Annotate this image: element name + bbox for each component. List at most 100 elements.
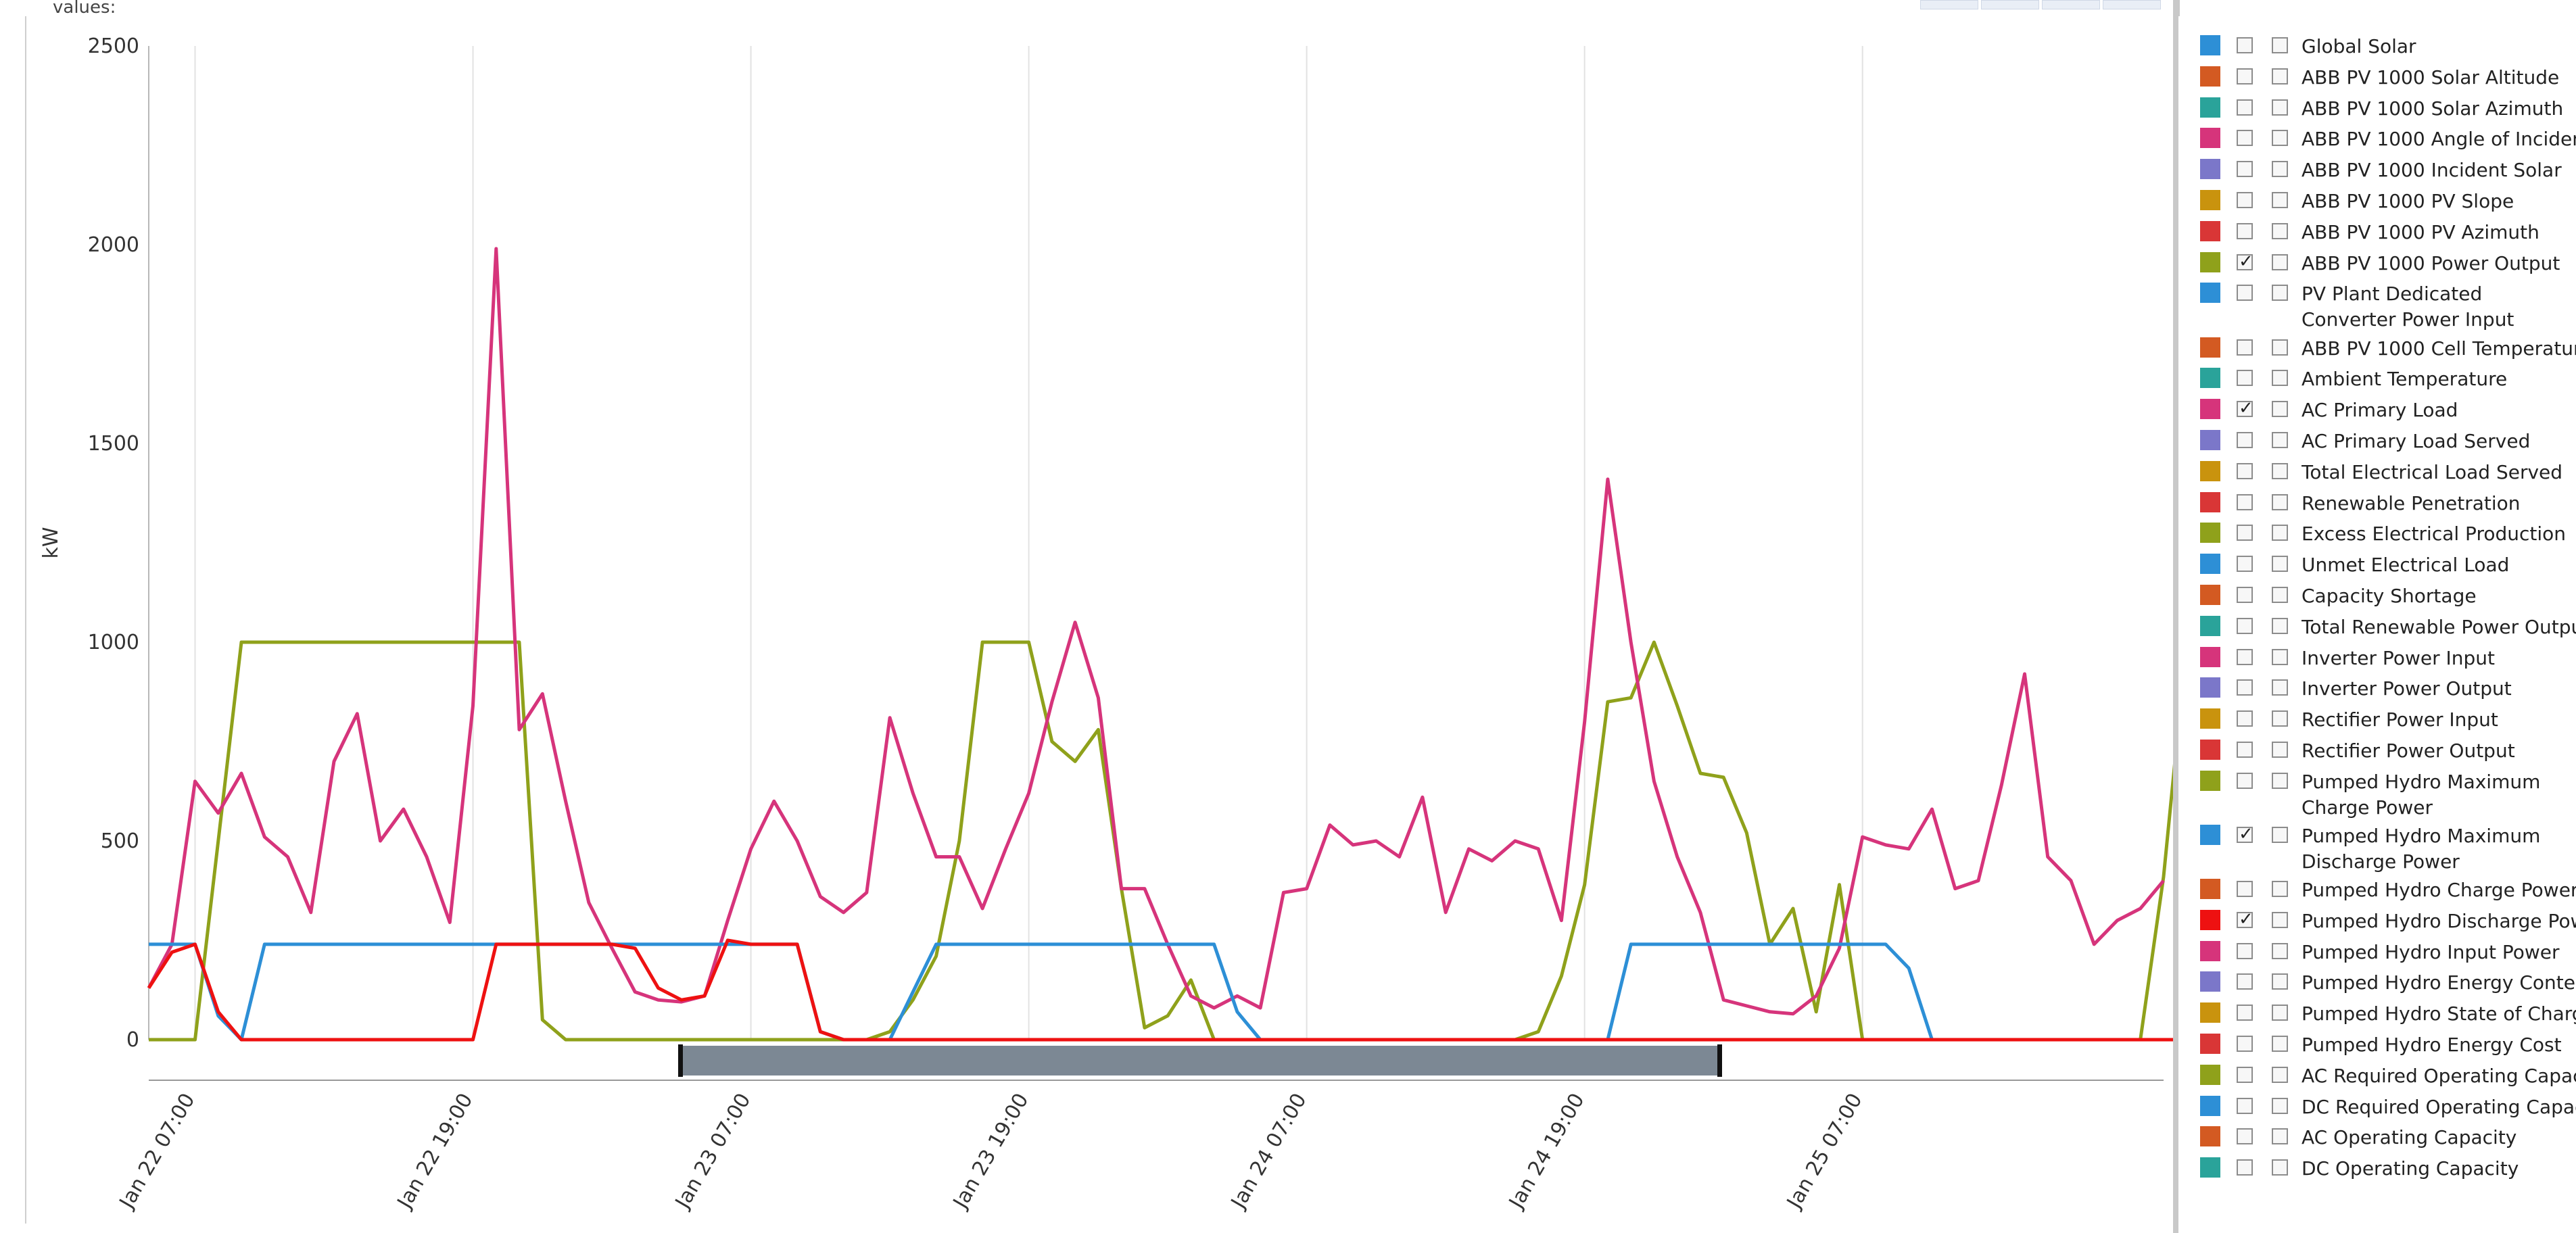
series-visible-checkbox[interactable] (2237, 648, 2253, 665)
legend-item[interactable]: PV Plant Dedicated Converter Power Input (2187, 283, 2572, 337)
series-visible-checkbox[interactable] (2237, 1159, 2253, 1176)
legend-item[interactable]: ABB PV 1000 PV Azimuth (2187, 220, 2572, 252)
series-visible-checkbox[interactable] (2237, 741, 2253, 758)
legend-item[interactable]: Pumped Hydro Input Power (2187, 940, 2572, 972)
series-secondary-checkbox[interactable] (2272, 586, 2288, 603)
legend-item[interactable]: AC Required Operating Capacity (2187, 1064, 2576, 1096)
series-secondary-checkbox[interactable] (2272, 525, 2288, 541)
legend-item[interactable]: Unmet Electrical Load (2187, 554, 2572, 585)
legend-item[interactable]: Renewable Penetration (2187, 491, 2572, 523)
series-secondary-checkbox[interactable] (2272, 253, 2288, 270)
series-visible-checkbox[interactable] (2237, 161, 2253, 178)
legend-item[interactable]: ABB PV 1000 Cell Temperature (2187, 337, 2576, 368)
toolbar-button-1[interactable] (1920, 0, 1978, 9)
series-secondary-checkbox[interactable] (2272, 401, 2288, 418)
legend-item[interactable]: Global Solar (2187, 35, 2572, 66)
legend-item[interactable]: Total Electrical Load Served (2187, 460, 2572, 492)
series-secondary-checkbox[interactable] (2272, 192, 2288, 208)
series-visible-checkbox[interactable] (2237, 493, 2253, 510)
legend-item[interactable]: DC Required Operating Capacity (2187, 1095, 2576, 1127)
series-secondary-checkbox[interactable] (2272, 1159, 2288, 1176)
legend-item[interactable]: AC Primary Load Served (2187, 429, 2572, 461)
legend-item[interactable]: Pumped Hydro Discharge Power (2187, 909, 2576, 941)
series-secondary-checkbox[interactable] (2272, 161, 2288, 178)
series-secondary-checkbox[interactable] (2272, 741, 2288, 758)
legend-item[interactable]: ABB PV 1000 Power Output (2187, 251, 2572, 283)
series-visible-checkbox[interactable] (2237, 130, 2253, 147)
series-visible-checkbox[interactable] (2237, 1128, 2253, 1145)
series-visible-checkbox[interactable] (2237, 909, 2253, 929)
series-visible-checkbox[interactable] (2237, 192, 2253, 208)
toolbar-button-3[interactable] (2042, 0, 2100, 9)
series-visible-checkbox[interactable] (2237, 556, 2253, 573)
series-visible-checkbox[interactable] (2237, 222, 2253, 239)
legend-item[interactable]: ABB PV 1000 Solar Altitude (2187, 66, 2572, 97)
series-visible-checkbox[interactable] (2237, 525, 2253, 541)
series-secondary-checkbox[interactable] (2272, 911, 2288, 928)
series-visible-checkbox[interactable] (2237, 339, 2253, 356)
legend-item[interactable]: Pumped Hydro Charge Power (2187, 879, 2576, 910)
series-secondary-checkbox[interactable] (2272, 881, 2288, 898)
series-secondary-checkbox[interactable] (2272, 942, 2288, 959)
series-secondary-checkbox[interactable] (2272, 617, 2288, 634)
series-visible-checkbox[interactable] (2237, 617, 2253, 634)
legend-item[interactable]: Rectifier Power Input (2187, 708, 2572, 740)
series-visible-checkbox[interactable] (2237, 431, 2253, 448)
legend-item[interactable]: Pumped Hydro Maximum Charge Power (2187, 770, 2572, 825)
series-visible-checkbox[interactable] (2237, 370, 2253, 387)
legend-item[interactable]: Excess Electrical Production (2187, 523, 2572, 554)
series-secondary-checkbox[interactable] (2272, 1128, 2288, 1145)
legend-item[interactable]: DC Operating Capacity (2187, 1157, 2572, 1188)
series-secondary-checkbox[interactable] (2272, 1097, 2288, 1114)
legend-item[interactable]: Pumped Hydro State of Charge (2187, 1002, 2576, 1034)
series-visible-checkbox[interactable] (2237, 710, 2253, 727)
toolbar-button-4[interactable] (2103, 0, 2161, 9)
series-visible-checkbox[interactable] (2237, 772, 2253, 789)
series-secondary-checkbox[interactable] (2272, 710, 2288, 727)
series-visible-checkbox[interactable] (2237, 398, 2253, 418)
toolbar-button-2[interactable] (1981, 0, 2039, 9)
legend-item[interactable]: ABB PV 1000 PV Slope (2187, 190, 2572, 221)
legend-item[interactable]: Inverter Power Output (2187, 677, 2572, 708)
series-secondary-checkbox[interactable] (2272, 973, 2288, 990)
series-secondary-checkbox[interactable] (2272, 222, 2288, 239)
series-secondary-checkbox[interactable] (2272, 648, 2288, 665)
legend-item[interactable]: Pumped Hydro Energy Content (2187, 971, 2576, 1002)
legend-item[interactable]: ABB PV 1000 Solar Azimuth (2187, 97, 2572, 128)
series-visible-checkbox[interactable] (2237, 824, 2253, 844)
series-secondary-checkbox[interactable] (2272, 37, 2288, 53)
series-visible-checkbox[interactable] (2237, 1097, 2253, 1114)
legend-item[interactable]: Pumped Hydro Energy Cost (2187, 1034, 2572, 1065)
series-visible-checkbox[interactable] (2237, 251, 2253, 272)
series-secondary-checkbox[interactable] (2272, 285, 2288, 301)
series-visible-checkbox[interactable] (2237, 68, 2253, 84)
series-secondary-checkbox[interactable] (2272, 493, 2288, 510)
series-visible-checkbox[interactable] (2237, 881, 2253, 898)
legend-item[interactable]: Inverter Power Input (2187, 646, 2572, 678)
series-visible-checkbox[interactable] (2237, 285, 2253, 301)
series-visible-checkbox[interactable] (2237, 1066, 2253, 1083)
series-visible-checkbox[interactable] (2237, 679, 2253, 696)
series-visible-checkbox[interactable] (2237, 1036, 2253, 1053)
series-secondary-checkbox[interactable] (2272, 1066, 2288, 1083)
panel-splitter[interactable] (2173, 0, 2180, 1233)
series-secondary-checkbox[interactable] (2272, 431, 2288, 448)
series-secondary-checkbox[interactable] (2272, 68, 2288, 84)
legend-item[interactable]: AC Primary Load (2187, 398, 2572, 430)
series-secondary-checkbox[interactable] (2272, 130, 2288, 147)
legend-item[interactable]: Ambient Temperature (2187, 368, 2572, 399)
series-visible-checkbox[interactable] (2237, 37, 2253, 53)
legend-item[interactable]: ABB PV 1000 Angle of Incidence (2187, 128, 2576, 159)
series-secondary-checkbox[interactable] (2272, 462, 2288, 479)
series-visible-checkbox[interactable] (2237, 1005, 2253, 1021)
series-visible-checkbox[interactable] (2237, 973, 2253, 990)
series-visible-checkbox[interactable] (2237, 462, 2253, 479)
series-secondary-checkbox[interactable] (2272, 679, 2288, 696)
series-secondary-checkbox[interactable] (2272, 1005, 2288, 1021)
legend-item[interactable]: Pumped Hydro Maximum Discharge Power (2187, 824, 2572, 879)
series-secondary-checkbox[interactable] (2272, 556, 2288, 573)
series-visible-checkbox[interactable] (2237, 99, 2253, 116)
series-visible-checkbox[interactable] (2237, 586, 2253, 603)
series-secondary-checkbox[interactable] (2272, 772, 2288, 789)
series-visible-checkbox[interactable] (2237, 942, 2253, 959)
